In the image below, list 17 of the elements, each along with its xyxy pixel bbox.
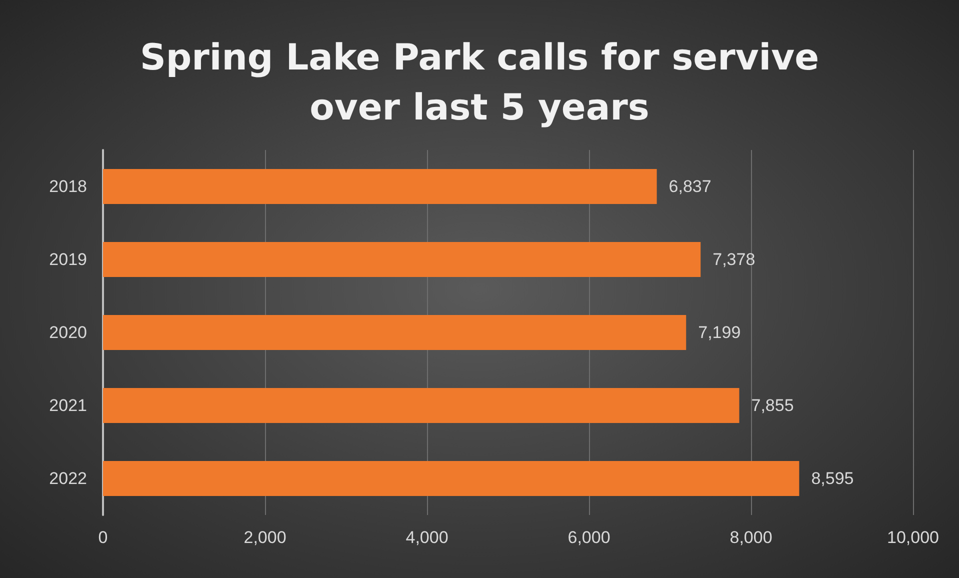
y-tick-label: 2022: [49, 469, 87, 488]
x-tick-label: 6,000: [568, 528, 610, 547]
data-label: 7,378: [712, 250, 756, 269]
data-label: 6,837: [668, 177, 712, 196]
y-tick-label: 2018: [49, 177, 87, 196]
x-tick-label: 2,000: [244, 528, 286, 547]
data-label: 7,855: [751, 396, 794, 415]
y-tick-label: 2021: [49, 396, 87, 415]
data-label: 8,595: [811, 469, 854, 488]
x-tick-label: 0: [98, 528, 108, 547]
y-tick-label: 2020: [49, 323, 87, 342]
y-tick-label: 2019: [49, 250, 87, 269]
x-tick-label: 10,000: [887, 528, 939, 547]
x-tick-label: 4,000: [406, 528, 448, 547]
x-tick-label: 8,000: [730, 528, 772, 547]
chart-title: Spring Lake Park calls for servive over last 5 years: [140, 38, 820, 128]
data-label: 7,199: [698, 323, 741, 342]
